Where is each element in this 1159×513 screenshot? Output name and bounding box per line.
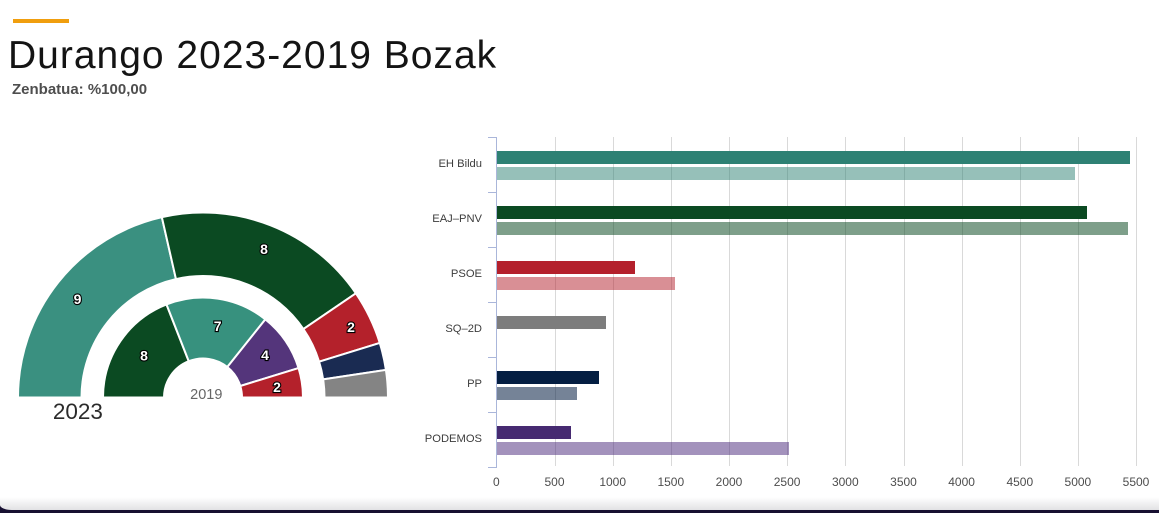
svg-text:2: 2 [347,319,355,335]
svg-text:7: 7 [214,318,222,334]
svg-text:8: 8 [140,348,148,364]
svg-text:2: 2 [273,379,281,395]
svg-text:2019: 2019 [190,387,222,403]
svg-text:4: 4 [261,347,269,363]
svg-text:8: 8 [260,241,268,257]
svg-text:9: 9 [74,291,82,307]
svg-text:2023: 2023 [53,399,103,424]
